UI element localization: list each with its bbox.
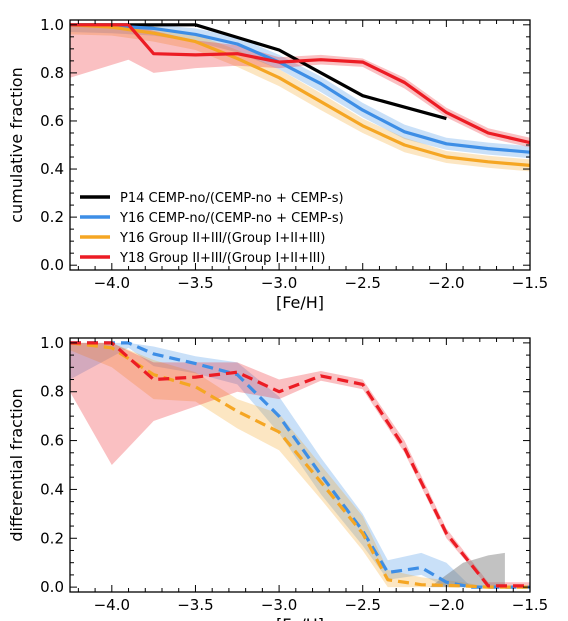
y-tick-label: 0.2 bbox=[40, 529, 64, 547]
y-tick-label: 0.6 bbox=[40, 112, 64, 130]
series-line-1 bbox=[70, 23, 447, 121]
y-tick-label: 0.0 bbox=[40, 256, 64, 274]
y-tick-label: 0.4 bbox=[40, 480, 64, 498]
y-tick-label: 0.8 bbox=[40, 64, 64, 82]
x-tick-label: −4.0 bbox=[94, 274, 130, 292]
series-line-2 bbox=[70, 341, 530, 589]
x-tick-label: −2.5 bbox=[345, 274, 381, 292]
series-band-2 bbox=[70, 24, 530, 159]
y-axis-label: cumulative fraction bbox=[7, 67, 26, 223]
y-tick-label: 0.4 bbox=[40, 160, 64, 178]
panel-2: −4.0 −3.5 −3.0 −2.5 −2.0 −1.5 0.0 0.2 0.4 0.6 0.8 1… bbox=[7, 334, 548, 621]
series-band-2 bbox=[70, 342, 530, 588]
series-line-1 bbox=[70, 341, 530, 589]
y-axis-label: differential fraction bbox=[7, 388, 26, 541]
x-tick-label: −1.5 bbox=[512, 274, 548, 292]
y-tick-label: 0.0 bbox=[40, 578, 64, 596]
series-band-3 bbox=[70, 24, 530, 172]
series-line-2 bbox=[70, 23, 530, 154]
series-line-4 bbox=[70, 23, 530, 145]
y-tick-label: 1.0 bbox=[40, 334, 64, 352]
x-tick-label: −1.5 bbox=[512, 596, 548, 614]
legend-label-4: Y18 Group II+III/(Group I+II+III) bbox=[119, 251, 325, 266]
y-tick-label: 1.0 bbox=[40, 16, 64, 34]
legend-label-2: Y16 CEMP-no/(CEMP-no + CEMP-s) bbox=[119, 211, 344, 226]
plot-area bbox=[70, 341, 530, 589]
x-tick-label: −2.5 bbox=[345, 596, 381, 614]
x-tick-label: −3.5 bbox=[177, 274, 213, 292]
x-tick-label: −4.0 bbox=[94, 596, 130, 614]
series-line-3 bbox=[70, 23, 530, 167]
x-axis-label: [Fe/H] bbox=[276, 293, 324, 312]
y-tick-label: 0.6 bbox=[40, 432, 64, 450]
series-band-4 bbox=[429, 552, 505, 588]
legend-label-1: P14 CEMP-no/(CEMP-no + CEMP-s) bbox=[120, 191, 344, 206]
x-tick-label: −2.0 bbox=[428, 596, 464, 614]
x-tick-label: −3.5 bbox=[177, 596, 213, 614]
x-tick-label: −3.0 bbox=[261, 596, 297, 614]
panel-1: −4.0 −3.5 −3.0 −2.5 −2.0 −1.5 0.0 0.2 0.4 0.6 0.8 1… bbox=[7, 16, 548, 312]
legend: P14 CEMP-no/(CEMP-no + CEMP-s) Y16 CEMP-n… bbox=[80, 191, 344, 266]
series-band-3 bbox=[70, 342, 530, 588]
y-tick-label: 0.8 bbox=[40, 383, 64, 401]
x-axis-label: [Fe/H] bbox=[276, 615, 324, 621]
x-tick-label: −2.0 bbox=[428, 274, 464, 292]
y-tick-label: 0.2 bbox=[40, 208, 64, 226]
legend-label-3: Y16 Group II+III/(Group I+II+III) bbox=[119, 231, 325, 246]
x-tick-label: −3.0 bbox=[261, 274, 297, 292]
plot-area bbox=[70, 23, 530, 172]
series-line-3 bbox=[70, 341, 530, 588]
